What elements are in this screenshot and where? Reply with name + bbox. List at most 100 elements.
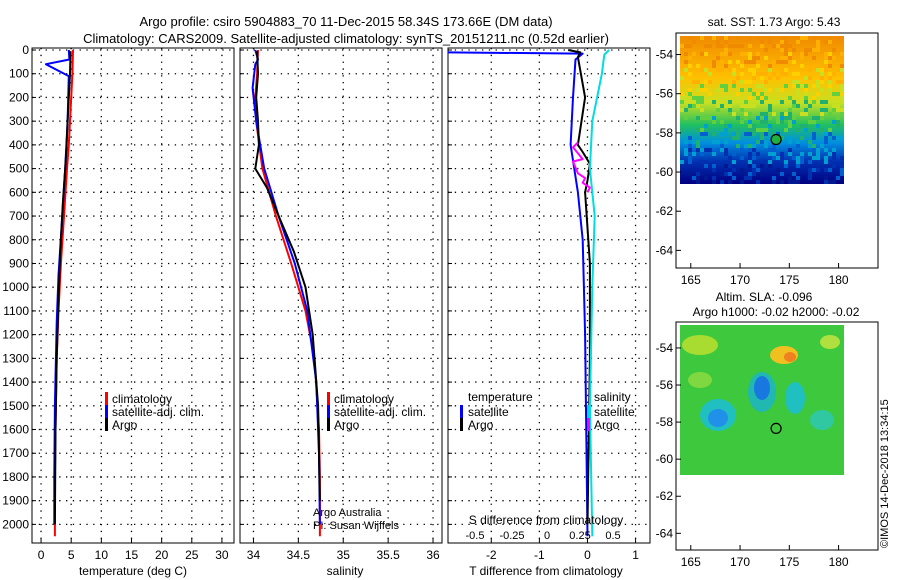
- depth-tick-label: 1900: [2, 494, 29, 508]
- s-tick-label: 0.25: [569, 530, 590, 542]
- x-tick-label: 1: [632, 548, 639, 562]
- legend-marker-s-argo: [587, 418, 590, 431]
- depth-tick-label: 200: [9, 90, 29, 104]
- argo-position-marker: [770, 133, 782, 146]
- sla-map-title: Altim. SLA: -0.096: [716, 290, 813, 304]
- temperature-panel: 0100200300400500600700800900100011001200…: [2, 43, 235, 578]
- legend-marker-climatology: [327, 392, 330, 405]
- map-lat-label: -62: [656, 204, 674, 218]
- depth-tick-label: 2000: [2, 517, 29, 531]
- depth-tick-label: 400: [9, 138, 29, 152]
- series-line-argo: [53, 51, 72, 525]
- legend-label-t-satellite: satellite: [468, 405, 509, 419]
- map-lat-label: -60: [656, 452, 674, 466]
- map-lat-label: -54: [656, 48, 674, 62]
- depth-tick-label: 100: [9, 67, 29, 81]
- s-difference-ticks: -0.5 -0.25 0 0.25 0.5: [466, 530, 621, 542]
- difference-axes-frame: [447, 47, 651, 544]
- x-tick-label: 36: [426, 548, 440, 562]
- legend-marker-argo: [105, 418, 108, 431]
- depth-tick-label: 1700: [2, 446, 29, 460]
- depth-tick-label: 1100: [3, 304, 29, 318]
- map-lon-label: 180: [829, 555, 849, 569]
- map-lat-label: -56: [656, 87, 674, 101]
- map-lat-label: -56: [656, 378, 674, 392]
- map-lat-label: -58: [656, 126, 674, 140]
- x-tick-label: 10: [95, 548, 109, 562]
- map-lon-label: 175: [779, 273, 799, 287]
- map-lat-label: -60: [656, 165, 674, 179]
- x-tick-label: 30: [215, 548, 229, 562]
- depth-tick-label: 1300: [2, 351, 29, 365]
- x-tick-label: 0: [584, 548, 591, 562]
- depth-tick-label: 1400: [2, 375, 29, 389]
- salinity-axes-frame: [239, 47, 443, 544]
- salinity-panel: 34 34.5 35 35.5 36 salinity climatology sate…: [239, 47, 443, 578]
- temperature-axes-frame: [31, 47, 235, 544]
- figure-title-line2: Climatology: CARS2009. Satellite-adjuste…: [83, 31, 609, 46]
- map-lon-label: 180: [829, 273, 849, 287]
- depth-tick-label: 1200: [2, 328, 29, 342]
- depth-tick-label: 0: [22, 43, 29, 57]
- x-tick-label: 15: [125, 548, 139, 562]
- depth-tick-label: 600: [9, 185, 29, 199]
- s-tick-label: 0: [544, 530, 550, 542]
- legend-label-satellite: satellite-adj. clim.: [334, 405, 426, 419]
- x-tick-label: 34.5: [287, 548, 311, 562]
- pi-annotation: PI: Susan Wijffels: [313, 520, 399, 532]
- sla-map-subtitle: Argo h1000: -0.02 h2000: -0.02: [693, 305, 860, 319]
- s-difference-label: S difference from climatology: [469, 513, 624, 527]
- map-lat-label: -54: [656, 341, 674, 355]
- argo-australia-annotation: Argo Australia: [313, 507, 382, 519]
- legend-marker-s-satellite: [587, 405, 590, 418]
- sst-field-texture: [680, 36, 844, 184]
- depth-tick-label: 1500: [2, 399, 29, 413]
- legend-label-climatology: climatology: [334, 392, 394, 406]
- series-line-argo: [254, 51, 321, 501]
- x-tick-label: 5: [68, 548, 75, 562]
- legend-title-salinity: salinity: [594, 390, 631, 404]
- depth-tick-label: 900: [9, 256, 29, 270]
- legend-title-temperature: temperature: [468, 390, 533, 404]
- depth-tick-label: 800: [9, 233, 29, 247]
- salinity-legend: climatology satellite-adj. clim. Argo: [327, 392, 426, 432]
- difference-xlabel: T difference from climatology: [469, 564, 623, 578]
- legend-label-s-satellite: satellite: [594, 405, 635, 419]
- depth-tick-label: 1600: [2, 423, 29, 437]
- x-tick-label: -1: [534, 548, 545, 562]
- temperature-legend: climatology satellite-adj. clim. Argo: [105, 392, 204, 432]
- temperature-xlabel: temperature (deg C): [79, 564, 187, 578]
- s-tick-label: -0.25: [499, 530, 524, 542]
- depth-tick-label: 700: [9, 209, 29, 223]
- s-tick-label: 0.5: [605, 530, 620, 542]
- x-tick-label: 20: [155, 548, 169, 562]
- map-lat-label: -58: [656, 415, 674, 429]
- map-lat-label: -64: [656, 526, 674, 540]
- x-tick-label: 35.5: [376, 548, 400, 562]
- x-tick-label: 34: [247, 548, 261, 562]
- legend-marker-satellite: [327, 405, 330, 418]
- legend-marker-satellite: [105, 405, 108, 418]
- x-tick-label: 25: [185, 548, 199, 562]
- s-tick-label: -0.5: [466, 530, 485, 542]
- map-lon-label: 170: [730, 273, 750, 287]
- x-tick-label: -2: [486, 548, 497, 562]
- depth-tick-label: 1000: [2, 280, 29, 294]
- depth-tick-label: 300: [9, 114, 29, 128]
- legend-label-satellite: satellite-adj. clim.: [112, 405, 204, 419]
- map-lon-label: 175: [779, 555, 799, 569]
- legend-label-climatology: climatology: [112, 392, 172, 406]
- legend-marker-t-satellite: [460, 405, 463, 418]
- x-tick-label: 0: [38, 548, 45, 562]
- sst-map-title: sat. SST: 1.73 Argo: 5.43: [708, 15, 841, 29]
- salinity-xlabel: salinity: [327, 564, 364, 578]
- legend-label-argo: Argo: [112, 418, 138, 432]
- series-line-s-argo: [572, 141, 591, 193]
- difference-legend: temperature satellite Argo salinity sate…: [460, 390, 635, 432]
- series-line-s-satellite: [588, 49, 610, 537]
- sla-map: Altim. SLA: -0.096 Argo h1000: -0.02 h20…: [656, 290, 879, 569]
- figure-title-line1: Argo profile: csiro 5904883_70 11-Dec-20…: [139, 14, 552, 29]
- sst-map: sat. SST: 1.73 Argo: 5.43 165 170 175 180 -5…: [656, 15, 879, 287]
- series-line-t-argo: [568, 49, 591, 525]
- map-lon-label: 170: [730, 555, 750, 569]
